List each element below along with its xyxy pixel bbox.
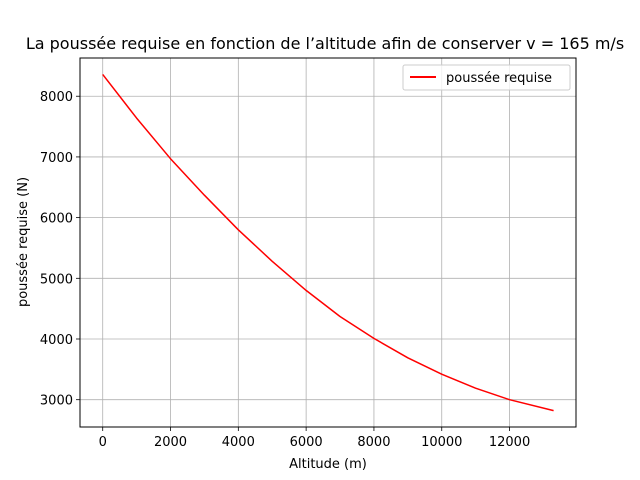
legend-box bbox=[402, 64, 571, 91]
legend: poussée requise bbox=[402, 64, 571, 91]
legend-label: poussée requise bbox=[446, 71, 552, 86]
x-axis-label: Altitude (m) bbox=[289, 457, 367, 472]
y-axis-label: poussée requise (N) bbox=[16, 177, 31, 307]
y-tick-label: 3000 bbox=[40, 394, 73, 409]
y-tick-label: 4000 bbox=[40, 333, 73, 348]
x-tick-label: 8000 bbox=[357, 435, 390, 450]
y-tick-label: 7000 bbox=[40, 151, 73, 166]
y-tick-label: 6000 bbox=[40, 212, 73, 227]
chart-title: La poussée requise en fonction de l’alti… bbox=[26, 34, 624, 53]
x-tick-label: 12000 bbox=[489, 435, 530, 450]
x-tick-label: 6000 bbox=[290, 435, 323, 450]
x-tick-label: 2000 bbox=[154, 435, 187, 450]
y-tick-label: 5000 bbox=[40, 272, 73, 287]
y-axis-ticks: 3000 4000 5000 6000 7000 8000 bbox=[40, 90, 80, 409]
series-layer bbox=[102, 73, 554, 412]
x-tick-label: 0 bbox=[99, 435, 107, 450]
x-tick-label: 4000 bbox=[222, 435, 255, 450]
grid bbox=[80, 58, 576, 427]
x-axis-ticks: 0 2000 4000 6000 8000 10000 12000 bbox=[99, 427, 530, 450]
series-line bbox=[102, 73, 554, 412]
x-tick-label: 10000 bbox=[421, 435, 462, 450]
plot-frame bbox=[79, 57, 577, 428]
y-tick-label: 8000 bbox=[40, 90, 73, 105]
